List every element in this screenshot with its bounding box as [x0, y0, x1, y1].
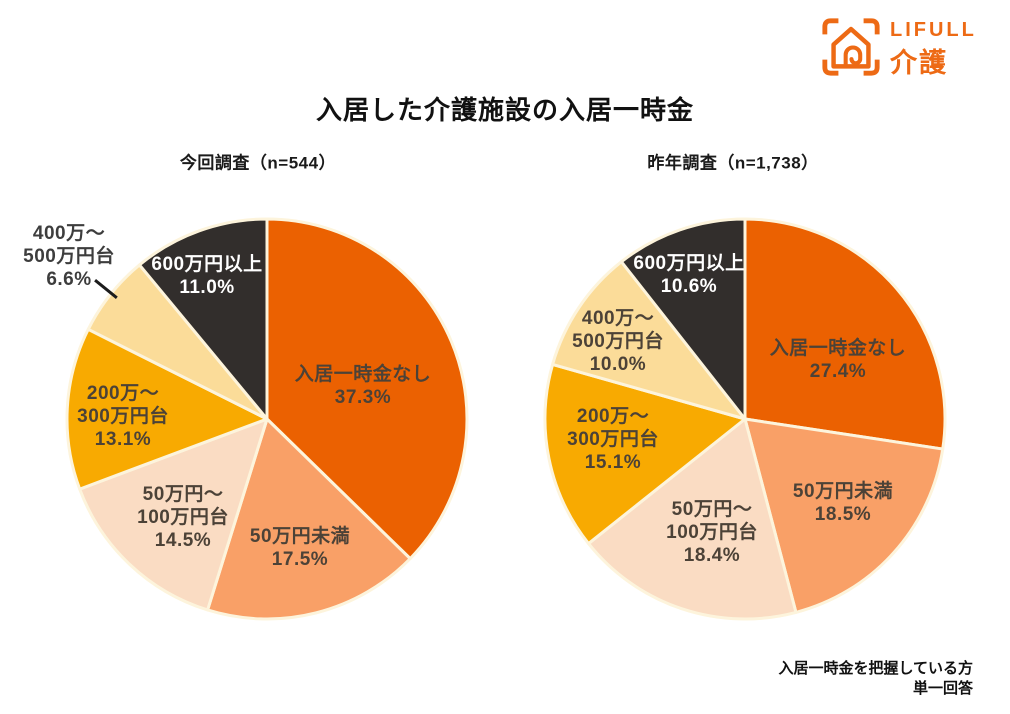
pie-slice-5: [138, 217, 269, 421]
slice-label-right-over-600man: 600万円以上 10.6%: [633, 252, 745, 297]
lifull-kaigo-logo: LIFULL 介護: [820, 15, 1000, 81]
slice-label-left-no-lump-sum: 入居一時金なし 37.3%: [294, 363, 432, 408]
slice-label-right-400-500man: 400万～ 500万円台 10.0%: [572, 308, 664, 376]
footnote-line2: 単一回答: [912, 680, 973, 698]
slice-label-left-over-600man: 600万円以上 11.0%: [151, 253, 263, 298]
footnote-line1: 入居一時金を把握している方: [778, 660, 973, 677]
pie-chart-last-year-survey: [543, 217, 947, 621]
slice-label-right-no-lump-sum: 入居一時金なし 27.4%: [769, 337, 907, 382]
slice-label-left-under-50man: 50万円未満 17.5%: [249, 525, 351, 570]
pie-slice-3: [543, 362, 747, 546]
pie-chart-current-survey: [65, 217, 469, 621]
slice-label-right-50-100man: 50万円～ 100万円台 18.4%: [666, 499, 758, 567]
logo-service-text: 介護: [890, 48, 948, 78]
logo-brand-text: LIFULL: [890, 19, 977, 41]
pie-slice-1: [743, 417, 945, 614]
page-title: 入居した介護施設の入居一時金: [315, 95, 694, 125]
pie-slice-2: [587, 417, 798, 621]
footnote: 入居一時金を把握している方 単一回答: [778, 659, 973, 700]
pie-slice-4: [551, 260, 747, 421]
slice-label-right-200-300man: 200万～ 300万円台 15.1%: [567, 406, 659, 474]
pie-slice-2: [78, 417, 269, 612]
pie-slice-3: [65, 327, 269, 491]
slice-label-right-under-50man: 50万円未満 18.5%: [792, 480, 894, 525]
slice-label-left-50-100man: 50万円～ 100万円台 14.5%: [137, 484, 229, 552]
chart-title-current-survey: 今回調査（n=544）: [179, 153, 337, 173]
pie-slice-0: [265, 217, 469, 561]
pie-slice-0: [743, 217, 947, 451]
chart-title-last-year-survey: 昨年調査（n=1,738）: [647, 153, 819, 173]
pie-slice-1: [206, 417, 412, 621]
slice-label-left-200-300man: 200万～ 300万円台 13.1%: [77, 383, 169, 451]
slice-label-left-400-500man: 400万～ 500万円台 6.6%: [23, 223, 115, 291]
lifull-house-icon: [822, 18, 880, 76]
pie-slice-5: [619, 217, 747, 421]
